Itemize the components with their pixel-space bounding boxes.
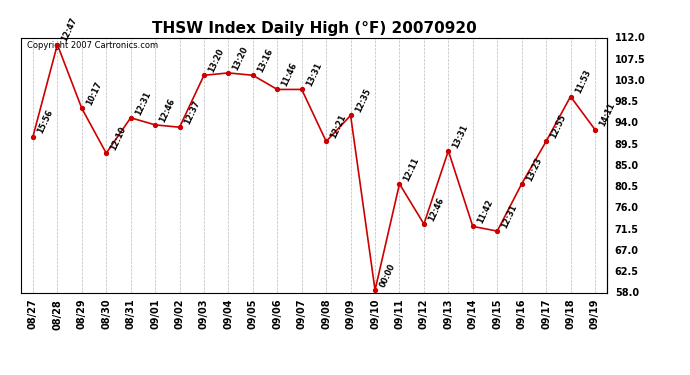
Text: 13:31: 13:31 — [304, 62, 324, 88]
Text: 13:23: 13:23 — [524, 156, 543, 183]
Text: 12:37: 12:37 — [182, 99, 201, 126]
Text: 12:35: 12:35 — [353, 87, 373, 114]
Text: 11:46: 11:46 — [280, 62, 299, 88]
Text: 12:46: 12:46 — [426, 196, 446, 223]
Text: 15:56: 15:56 — [36, 109, 55, 135]
Text: 12:10: 12:10 — [109, 125, 128, 152]
Text: 13:20: 13:20 — [231, 45, 250, 72]
Text: 11:53: 11:53 — [573, 69, 592, 95]
Text: 12:31: 12:31 — [133, 90, 152, 116]
Title: THSW Index Daily High (°F) 20070920: THSW Index Daily High (°F) 20070920 — [152, 21, 476, 36]
Text: 13:20: 13:20 — [207, 47, 226, 74]
Text: 10:17: 10:17 — [85, 80, 104, 107]
Text: 00:00: 00:00 — [378, 262, 397, 289]
Text: 12:11: 12:11 — [402, 156, 421, 183]
Text: 12:31: 12:31 — [500, 203, 519, 230]
Text: 12:21: 12:21 — [329, 113, 348, 140]
Text: 12:55: 12:55 — [549, 113, 568, 140]
Text: 12:46: 12:46 — [158, 97, 177, 123]
Text: Copyright 2007 Cartronics.com: Copyright 2007 Cartronics.com — [26, 41, 158, 50]
Text: 12:47: 12:47 — [60, 16, 79, 43]
Text: 13:16: 13:16 — [255, 47, 275, 74]
Text: 13:31: 13:31 — [451, 123, 470, 150]
Text: 11:42: 11:42 — [475, 198, 495, 225]
Text: 14:11: 14:11 — [598, 102, 617, 128]
